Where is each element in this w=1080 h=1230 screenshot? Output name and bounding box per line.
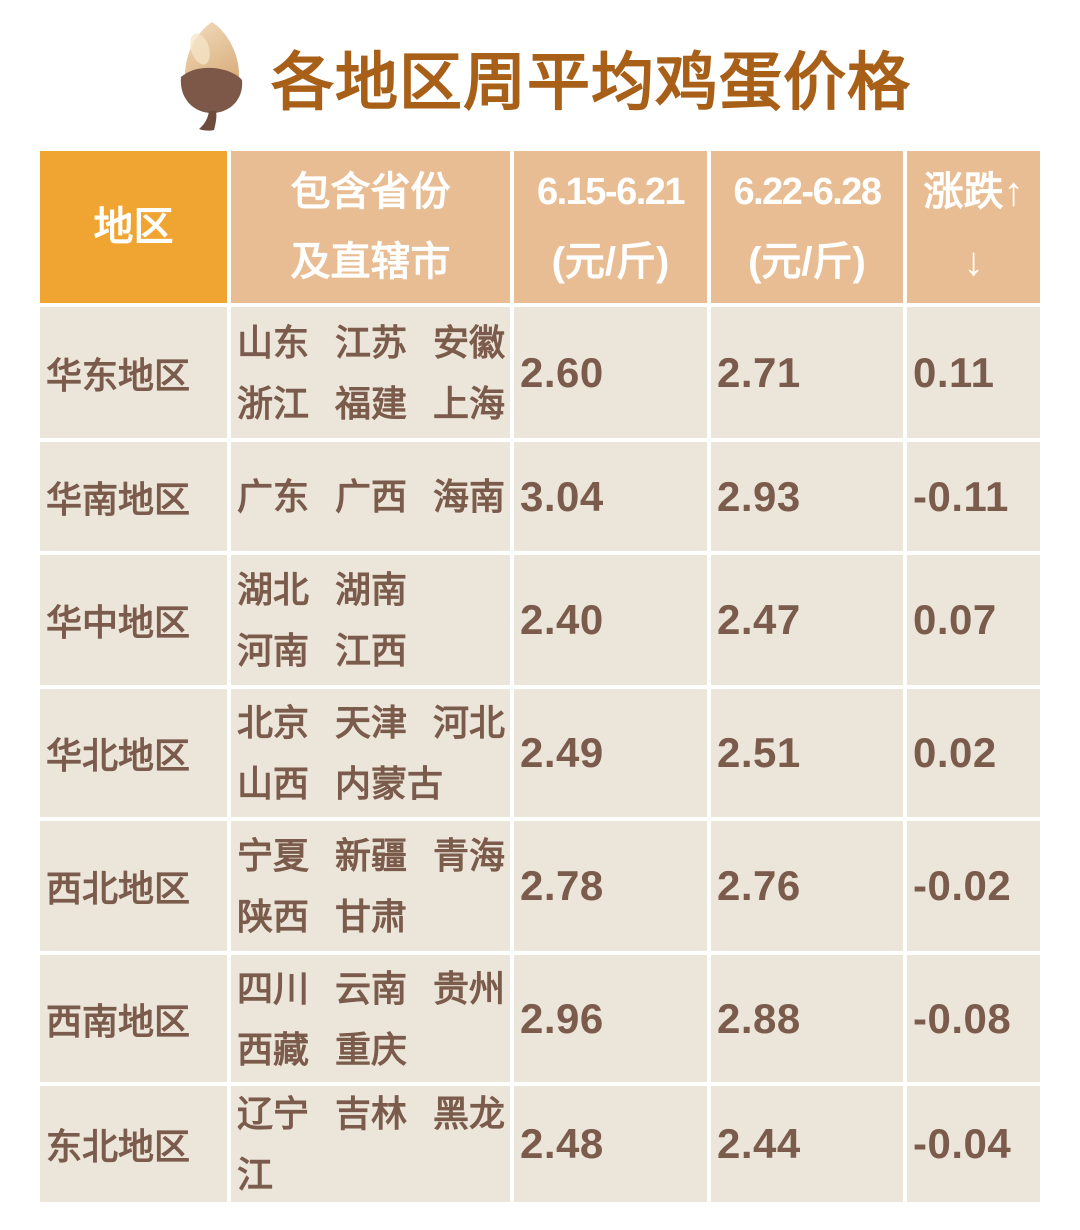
change-cell: 0.11 <box>907 307 1040 438</box>
header-week1-unit: (元/斤) <box>551 240 670 284</box>
header-cell-week2: 6.22-6.28 (元/斤) <box>711 151 903 303</box>
header-cell-week1: 6.15-6.21 (元/斤) <box>514 151 707 303</box>
chestnut-icon <box>180 22 243 131</box>
header-cell-change: 涨跌↑ ↓ <box>907 151 1040 303</box>
provinces-cell: 北京 天津 河北 山西 内蒙古 <box>231 689 510 817</box>
provinces-cell: 宁夏 新疆 青海 陕西 甘肃 <box>231 821 510 951</box>
provinces-cell: 广东 广西 海南 <box>231 442 510 551</box>
provinces-cell: 辽宁 吉林 黑龙 江 <box>231 1086 510 1202</box>
price-table: 地区 包含省份 及直辖市 6.15-6.21 (元/斤) 6.22-6.28 (… <box>40 151 1040 1202</box>
week2-price-cell: 2.93 <box>711 442 903 551</box>
header-change-label-up-arrow: 涨跌↑ <box>923 170 1024 214</box>
header-week2-unit: (元/斤) <box>748 240 866 284</box>
header-week2-dates: 6.22-6.28 <box>733 171 882 213</box>
header-week1-dates: 6.15-6.21 <box>536 171 686 213</box>
region-cell: 华南地区 <box>40 442 227 551</box>
week1-price-cell: 3.04 <box>514 442 707 551</box>
header-provinces-line1: 包含省份 <box>290 170 451 214</box>
page-title: 各地区周平均鸡蛋价格 <box>271 47 911 118</box>
change-cell: -0.11 <box>907 442 1040 551</box>
region-cell: 华北地区 <box>40 689 227 817</box>
provinces-cell: 山东 江苏 安徽 浙江 福建 上海 <box>231 307 510 438</box>
week2-price-cell: 2.44 <box>711 1086 903 1202</box>
header-change-down-arrow-icon: ↓ <box>963 240 984 284</box>
week1-price-cell: 2.96 <box>514 955 707 1082</box>
week2-price-cell: 2.47 <box>711 555 903 685</box>
header-provinces-line2: 及直辖市 <box>290 240 451 284</box>
week1-price-cell: 2.40 <box>514 555 707 685</box>
week1-price-cell: 2.78 <box>514 821 707 951</box>
week2-price-cell: 2.51 <box>711 689 903 817</box>
provinces-cell: 四川 云南 贵州 西藏 重庆 <box>231 955 510 1082</box>
week2-price-cell: 2.71 <box>711 307 903 438</box>
header-cell-provinces: 包含省份 及直辖市 <box>231 151 510 303</box>
region-cell: 东北地区 <box>40 1086 227 1202</box>
change-cell: 0.02 <box>907 689 1040 817</box>
region-cell: 西南地区 <box>40 955 227 1082</box>
region-cell: 华东地区 <box>40 307 227 438</box>
change-cell: -0.04 <box>907 1086 1040 1202</box>
week2-price-cell: 2.88 <box>711 955 903 1082</box>
title-bar: 各地区周平均鸡蛋价格 <box>0 0 1080 140</box>
header-region-label: 地区 <box>93 205 174 249</box>
change-cell: 0.07 <box>907 555 1040 685</box>
region-cell: 华中地区 <box>40 555 227 685</box>
week2-price-cell: 2.76 <box>711 821 903 951</box>
header-cell-region: 地区 <box>40 151 227 303</box>
region-cell: 西北地区 <box>40 821 227 951</box>
provinces-cell: 湖北 湖南 河南 江西 <box>231 555 510 685</box>
week1-price-cell: 2.48 <box>514 1086 707 1202</box>
change-cell: -0.02 <box>907 821 1040 951</box>
week1-price-cell: 2.60 <box>514 307 707 438</box>
change-cell: -0.08 <box>907 955 1040 1082</box>
week1-price-cell: 2.49 <box>514 689 707 817</box>
